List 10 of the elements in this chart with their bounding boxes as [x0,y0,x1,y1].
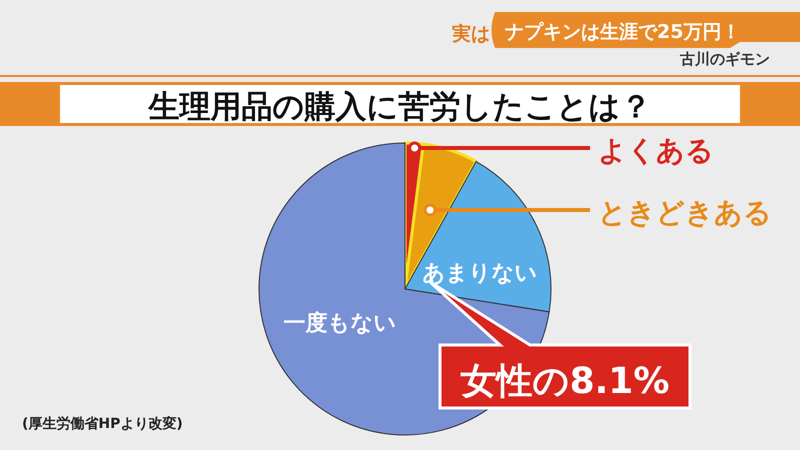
annotation: 実は [452,23,490,45]
annotation: 古川のギモン [680,50,770,68]
label: あまりない [422,261,538,286]
label: ときどきある [598,196,772,229]
annotation: ナプキンは生涯で25万円！ [505,21,740,43]
annotation: (厚生労働省HPより改変) [22,416,183,432]
title: 生理用品の購入に苦労したことは？ [148,89,652,125]
annotation: 女性の8.1% [460,361,670,402]
label: 一度もない [284,311,396,336]
label: よくある [598,134,714,167]
